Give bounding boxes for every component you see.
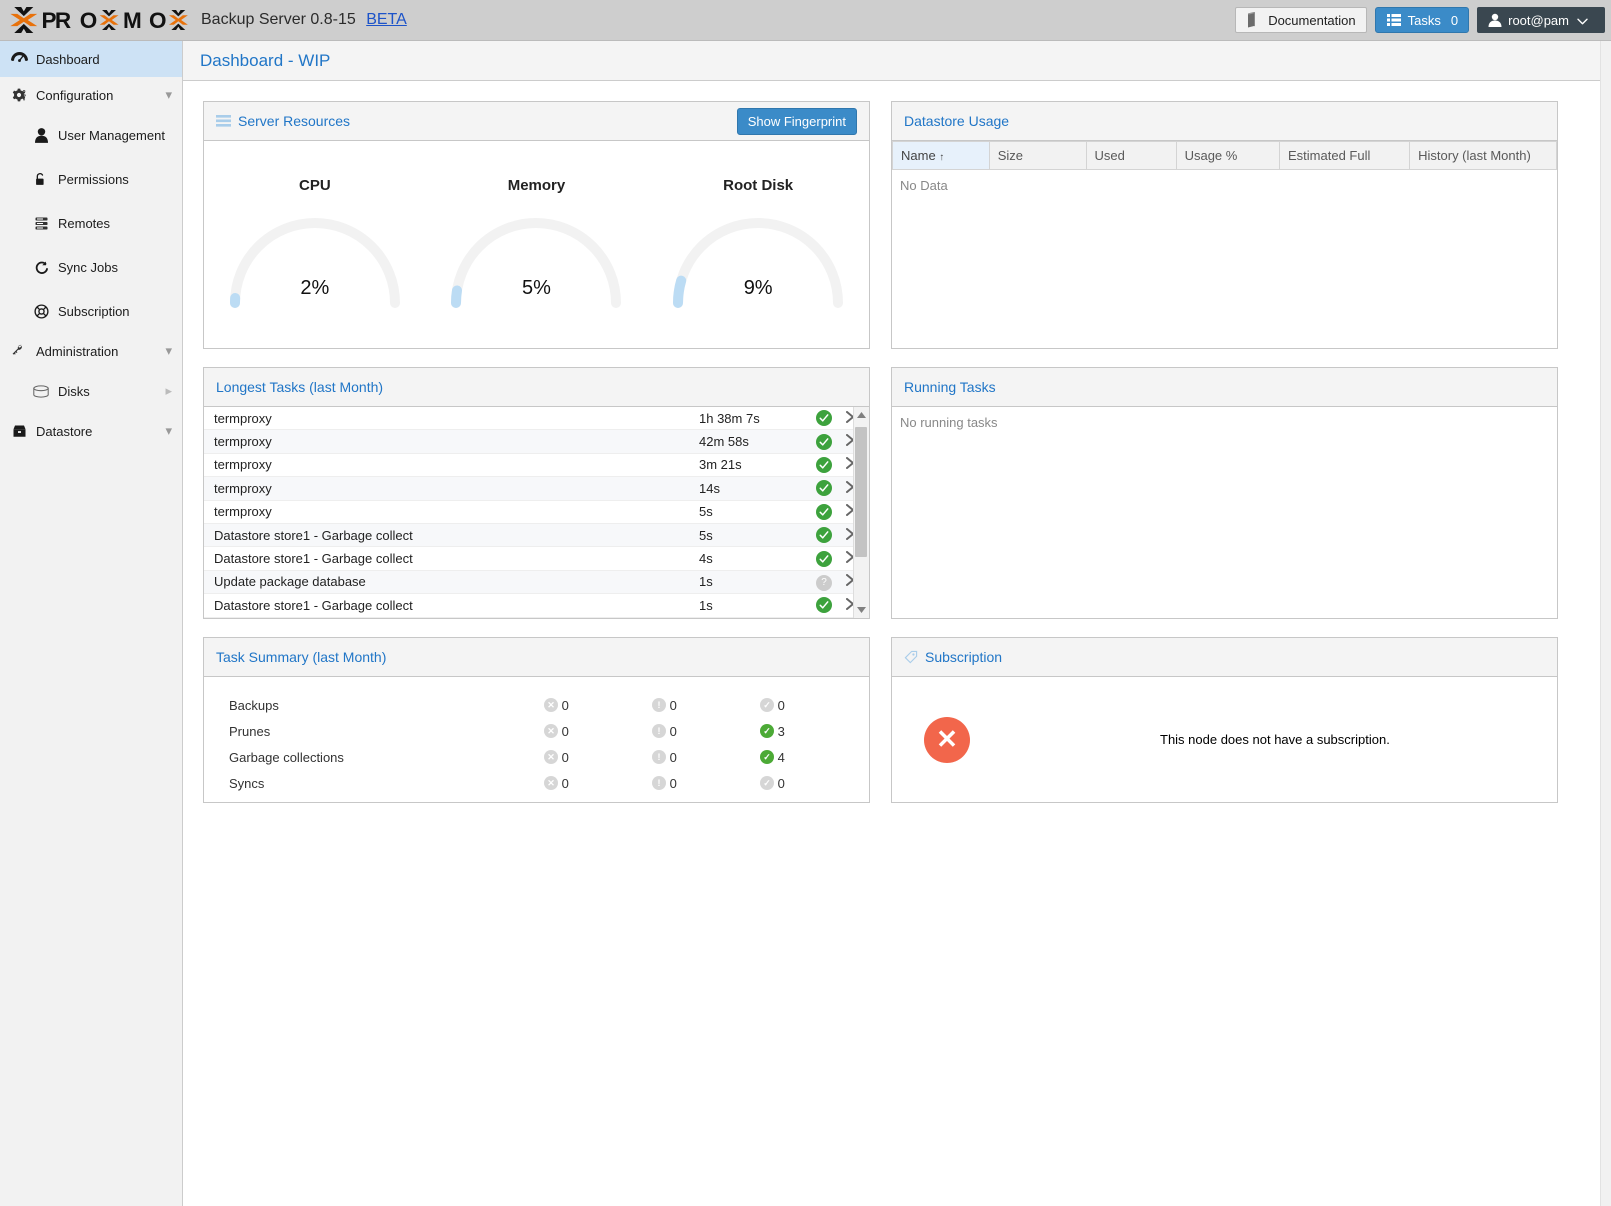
svg-text:O: O — [80, 8, 97, 33]
svg-text:O: O — [149, 8, 166, 33]
svg-text:PR: PR — [42, 8, 71, 33]
svg-text:M: M — [123, 8, 141, 33]
